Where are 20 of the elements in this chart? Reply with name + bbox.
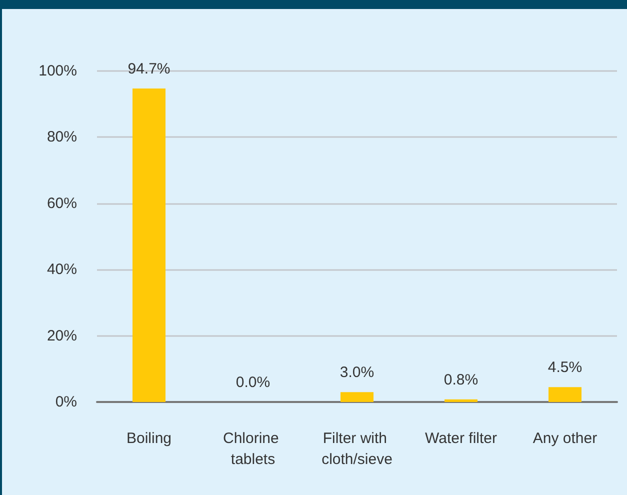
bar [548,387,582,402]
x-tick-label: Filter with cloth/sieve [322,430,392,468]
y-tick-label: 0% [55,394,77,410]
x-tick-label: Any other [532,430,598,447]
data-label: 94.7% [128,60,170,78]
y-tick-label: 40% [46,261,77,278]
x-tick-label: Water filter [425,430,497,447]
data-label: 0.0% [236,374,270,391]
x-tick-label: Boiling [126,430,172,447]
data-label: 4.5% [548,359,582,376]
bar [132,88,166,402]
y-tick-label: 20% [46,327,77,344]
data-label: 0.8% [444,371,478,388]
data-label: 3.0% [340,364,374,382]
bar [444,399,478,402]
bar [340,392,374,402]
y-tick-label: 60% [46,194,77,212]
y-tick-label: 100% [38,62,77,80]
y-tick-label: 80% [46,128,77,146]
x-tick-label: Chlorine tablets [222,430,284,468]
